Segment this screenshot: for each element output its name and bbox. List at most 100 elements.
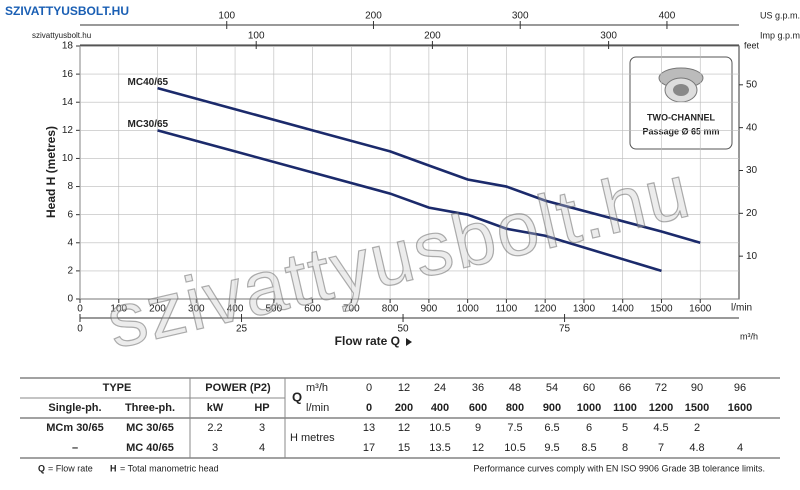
table-cell: MCm 30/65 xyxy=(46,422,103,434)
table-cell: 90 xyxy=(691,382,703,394)
secondary-axis-label: Imp g.p.m. xyxy=(760,30,800,40)
table-header: Q xyxy=(292,389,302,404)
table-cell: 96 xyxy=(734,382,746,394)
table-cell: 17 xyxy=(363,442,375,454)
secondary-axis-label: feet xyxy=(744,40,760,50)
table-cell: 4.8 xyxy=(689,442,704,454)
table-cell: 1200 xyxy=(649,402,673,414)
inset-title: TWO-CHANNEL xyxy=(647,112,715,122)
x-tick-label: 200 xyxy=(149,304,166,315)
footnote: = Total manometric head xyxy=(120,463,219,473)
secondary-axis-label: US g.p.m. xyxy=(760,10,800,20)
x-tick-label: 1600 xyxy=(689,304,712,315)
table-cell: 72 xyxy=(655,382,667,394)
secondary-tick-label: 100 xyxy=(218,11,235,22)
secondary-tick-label: 25 xyxy=(236,324,248,335)
table-cell: 0 xyxy=(366,402,372,414)
table-cell: 5 xyxy=(622,422,628,434)
y-tick-label: 18 xyxy=(62,41,74,52)
x-unit: l/min xyxy=(731,303,752,314)
table-cell: 0 xyxy=(366,382,372,394)
table-cell: 10.5 xyxy=(504,442,525,454)
table-cell: 8 xyxy=(622,442,628,454)
inset-box xyxy=(629,56,733,150)
table-cell: 900 xyxy=(543,402,561,414)
x-tick-label: 700 xyxy=(343,304,360,315)
table-cell: 4 xyxy=(737,442,743,454)
y-tick-label: 8 xyxy=(67,181,73,192)
table-cell: 4.5 xyxy=(653,422,668,434)
secondary-tick-label: 50 xyxy=(746,79,758,90)
x-tick-label: 1200 xyxy=(534,304,557,315)
table-cell: 3 xyxy=(212,442,218,454)
table-cell: 400 xyxy=(431,402,449,414)
x-tick-label: 900 xyxy=(421,304,438,315)
logo: SZIVATTYUSBOLT.HU xyxy=(5,4,129,18)
table-cell: 1100 xyxy=(613,402,637,414)
table-cell: 2 xyxy=(694,422,700,434)
table-cell: 60 xyxy=(583,382,595,394)
table-cell: 7.5 xyxy=(507,422,522,434)
inset-text: Passage Ø 65 mm xyxy=(642,126,719,136)
table-cell: – xyxy=(72,442,78,454)
secondary-tick-label: 300 xyxy=(512,11,529,22)
table-cell: 7 xyxy=(658,442,664,454)
table-cell: 3 xyxy=(259,422,265,434)
table-cell: 6.5 xyxy=(544,422,559,434)
table-header: HP xyxy=(254,402,269,414)
table-cell: 12 xyxy=(398,422,410,434)
x-tick-label: 600 xyxy=(304,304,321,315)
table-cell: 1500 xyxy=(685,402,709,414)
table-cell: 200 xyxy=(395,402,413,414)
y-tick-label: 6 xyxy=(67,209,73,220)
table-header: Three-ph. xyxy=(125,402,175,414)
table-cell: 1600 xyxy=(728,402,752,414)
table-cell: 48 xyxy=(509,382,521,394)
y-tick-label: 16 xyxy=(62,69,74,80)
table-header: H metres xyxy=(290,432,335,444)
table-cell: 6 xyxy=(586,422,592,434)
secondary-tick-label: 200 xyxy=(424,31,441,42)
secondary-tick-label: 400 xyxy=(659,11,676,22)
secondary-tick-label: 30 xyxy=(746,165,758,176)
table-cell: 2.2 xyxy=(207,422,222,434)
y-tick-label: 0 xyxy=(67,294,73,305)
table-cell: 54 xyxy=(546,382,558,394)
pump-icon xyxy=(673,84,689,96)
table-cell: 800 xyxy=(506,402,524,414)
y-tick-label: 10 xyxy=(62,153,74,164)
table-header: TYPE xyxy=(103,382,132,394)
table-cell: 8.5 xyxy=(581,442,596,454)
secondary-tick-label: 40 xyxy=(746,122,758,133)
x-tick-label: 0 xyxy=(77,304,83,315)
y-tick-label: 4 xyxy=(67,237,73,248)
x-tick-label: 400 xyxy=(227,304,244,315)
secondary-tick-label: 100 xyxy=(248,31,265,42)
y-axis-label: Head H (metres) xyxy=(44,126,58,218)
secondary-tick-label: 0 xyxy=(77,324,83,335)
table-cell: 24 xyxy=(434,382,446,394)
table-cell: 66 xyxy=(619,382,631,394)
curve xyxy=(157,129,662,273)
table-cell: 600 xyxy=(469,402,487,414)
x-tick-label: 1000 xyxy=(457,304,480,315)
arrow xyxy=(406,338,412,346)
table-header: Single-ph. xyxy=(48,402,101,414)
table-header: m³/h xyxy=(306,382,328,394)
footnote: Q xyxy=(38,463,45,473)
table-cell: 1000 xyxy=(577,402,601,414)
logo-site: szivattyusbolt.hu xyxy=(32,31,91,40)
footnote: Performance curves comply with EN ISO 99… xyxy=(473,463,765,473)
secondary-tick-label: 200 xyxy=(365,11,382,22)
x-tick-label: 1100 xyxy=(496,304,518,315)
x-axis-label: Flow rate Q xyxy=(335,334,400,348)
series-label: MC40/65 xyxy=(128,77,169,88)
secondary-tick-label: 300 xyxy=(600,31,617,42)
secondary-axis-label: m³/h xyxy=(740,331,758,341)
x-tick-label: 1400 xyxy=(612,304,635,315)
table-cell: MC 40/65 xyxy=(126,442,174,454)
table-cell: 12 xyxy=(472,442,484,454)
footnote: = Flow rate xyxy=(48,463,93,473)
